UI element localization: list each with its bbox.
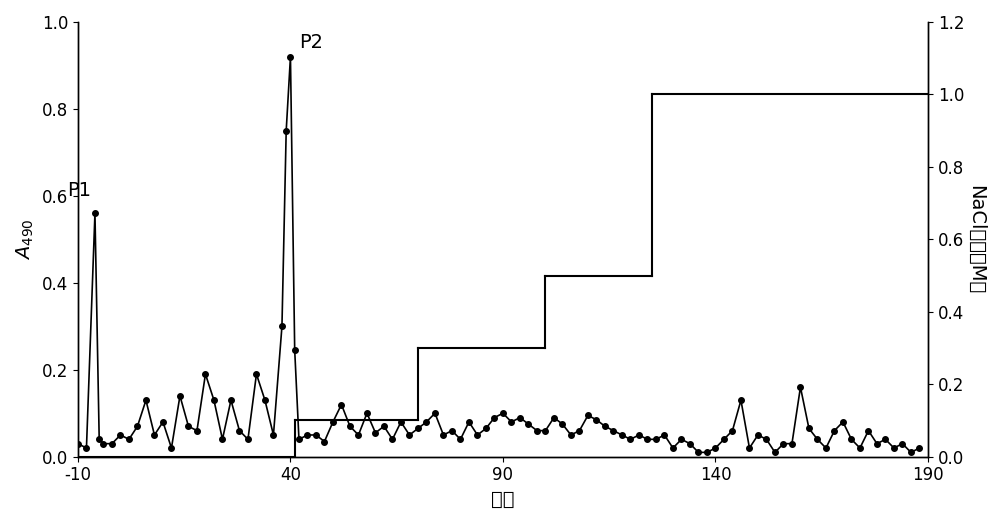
Y-axis label: $A_{490}$: $A_{490}$ bbox=[15, 219, 36, 260]
Y-axis label: NaCl浓度（M）: NaCl浓度（M） bbox=[966, 185, 985, 294]
X-axis label: 管数: 管数 bbox=[491, 490, 515, 509]
Text: P2: P2 bbox=[299, 33, 323, 52]
Text: P1: P1 bbox=[67, 181, 91, 200]
